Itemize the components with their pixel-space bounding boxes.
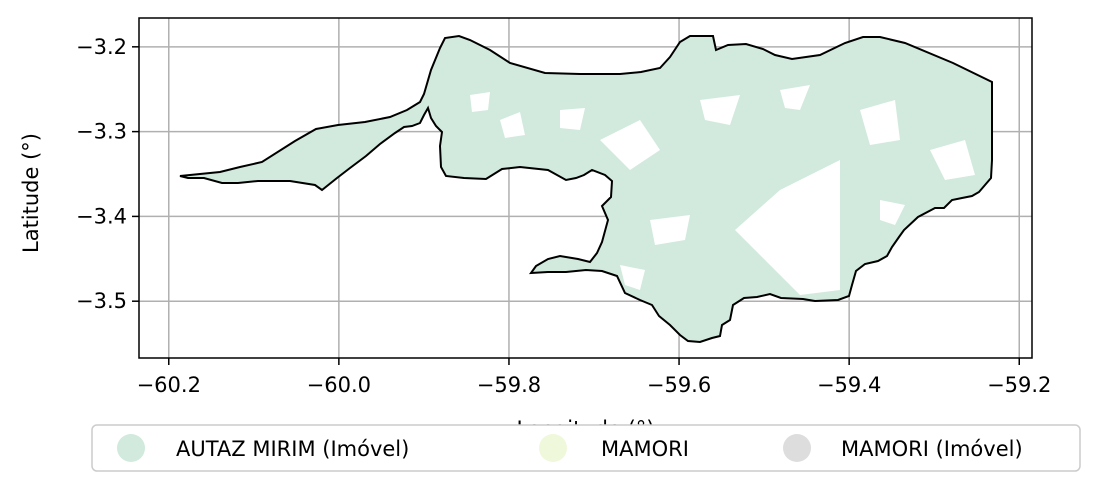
legend-marker-mamori [539, 434, 567, 462]
region-gaps [470, 85, 975, 295]
x-tick-label: −59.4 [817, 373, 881, 397]
x-tick-label: −60.2 [137, 373, 201, 397]
y-axis-label: Latitude (°) [19, 133, 43, 253]
legend-marker-mamori-imovel [783, 434, 811, 462]
legend-label-mamori-imovel: MAMORI (Imóvel) [841, 437, 1023, 461]
legend-label-autaz-mirim: AUTAZ MIRIM (Imóvel) [176, 437, 409, 461]
axes: −60.2 −60.0 −59.8 −59.6 −59.4 −59.2 −3.2 −3.3 −3… [19, 17, 1051, 441]
legend-label-mamori: MAMORI [601, 437, 689, 461]
y-tick-label: −3.4 [76, 204, 127, 228]
legend-marker-autaz-mirim [117, 434, 145, 462]
x-tick-label: −59.8 [477, 373, 541, 397]
y-tick-label: −3.5 [76, 289, 127, 313]
x-tick-label: −60.0 [307, 373, 371, 397]
x-tick-label: −59.6 [647, 373, 711, 397]
y-tick-label: −3.2 [76, 35, 127, 59]
legend-frame [91, 424, 1081, 472]
x-tick-label: −59.2 [987, 373, 1051, 397]
y-tick-label: −3.3 [76, 120, 127, 144]
plot-frame [138, 17, 1033, 359]
region-layer [179, 34, 993, 344]
legend: AUTAZ MIRIM (Imóvel) MAMORI MAMORI (Imóv… [91, 424, 1081, 472]
